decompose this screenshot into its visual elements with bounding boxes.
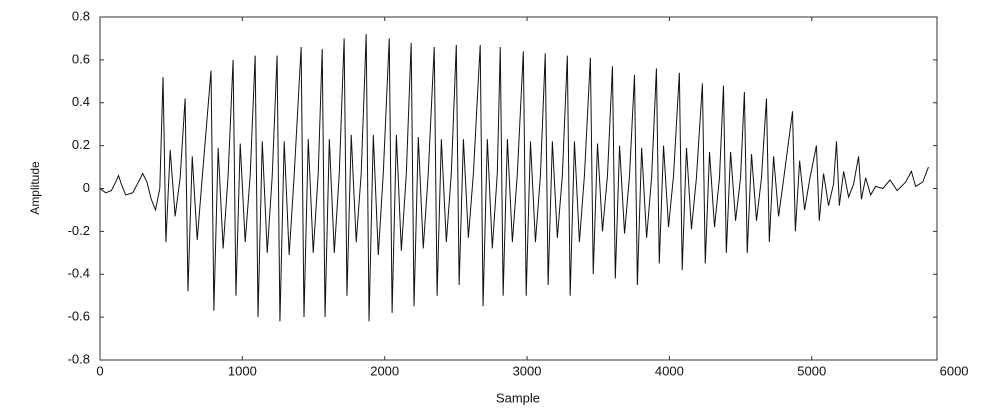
y-tick-label: -0.4 [68, 266, 90, 281]
y-tick-label: -0.8 [68, 351, 90, 366]
x-tick-label: 2000 [370, 363, 399, 378]
y-axis-label: Amplitude [28, 161, 42, 215]
x-tick-label: 3000 [513, 363, 542, 378]
x-axis-label: Sample [496, 390, 540, 405]
x-tick-label: 6000 [940, 363, 969, 378]
waveform [99, 34, 929, 322]
x-tick-label: 4000 [655, 363, 684, 378]
y-tick-label: 0.6 [72, 51, 90, 66]
x-tick-label: 1000 [228, 363, 257, 378]
y-tick-label: 0 [83, 180, 90, 195]
x-tick-label: 0 [96, 363, 103, 378]
plot-frame [99, 16, 938, 361]
y-tick-label: 0.2 [72, 137, 90, 152]
x-tick-label: 5000 [797, 363, 826, 378]
y-tick-label: 0.8 [72, 8, 90, 23]
y-tick-label: 0.4 [72, 94, 90, 109]
y-tick-label: -0.2 [68, 223, 90, 238]
y-tick-label: -0.6 [68, 309, 90, 324]
